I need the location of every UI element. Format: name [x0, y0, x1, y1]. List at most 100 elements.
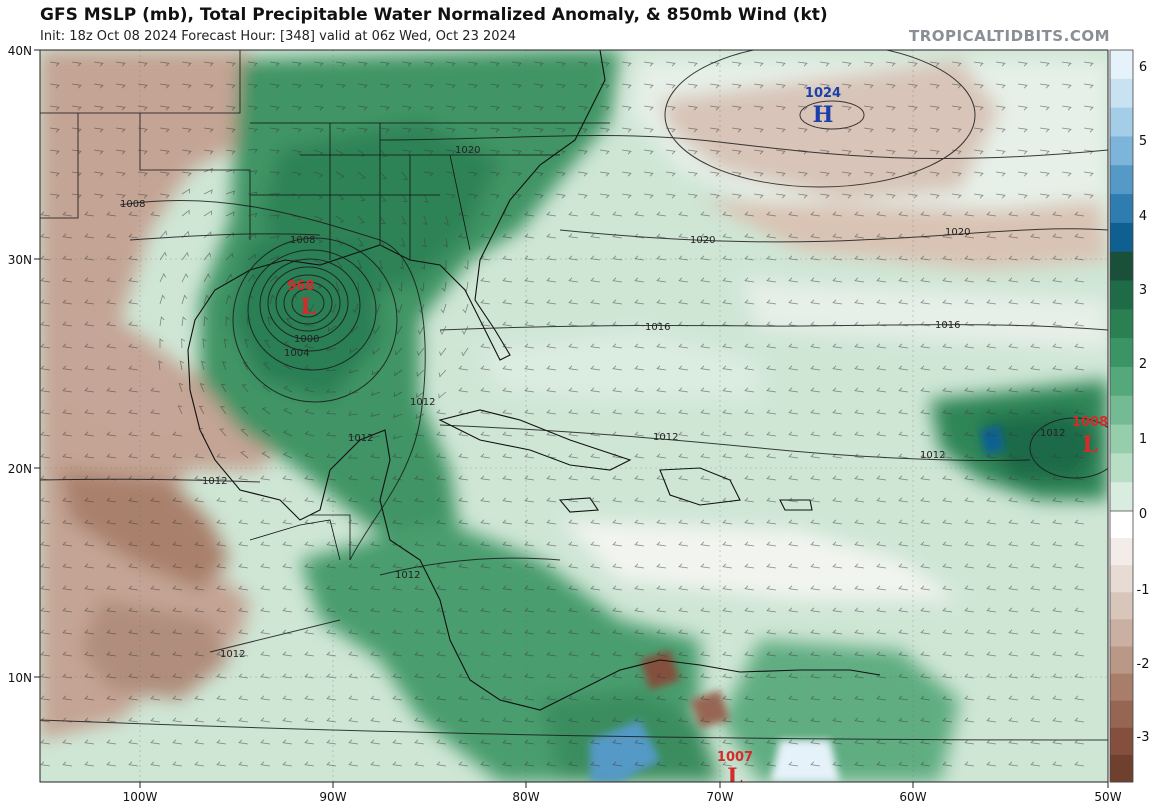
low-pressure-center-atlantic: 1008 L: [1072, 415, 1108, 458]
wind-barb: [590, 211, 601, 217]
wind-barb: [590, 541, 601, 547]
wind-barb: [678, 255, 689, 261]
wind-barb: [282, 429, 293, 437]
wind-barb: [854, 541, 865, 547]
wind-barb: [656, 277, 667, 283]
wind-barb: [326, 541, 337, 547]
wind-barb: [511, 171, 522, 177]
low-pressure-value: 1007: [717, 750, 753, 765]
wind-barb: [62, 585, 73, 591]
wind-barb: [665, 105, 676, 111]
wind-barb: [194, 519, 205, 525]
wind-barb: [225, 211, 235, 217]
wind-barb: [766, 431, 777, 437]
wind-barb: [392, 717, 403, 723]
wind-barb: [876, 607, 887, 613]
wind-barb: [128, 563, 139, 569]
wind-barb: [722, 519, 733, 525]
wind-barb: [678, 695, 689, 701]
wind-barb: [502, 651, 513, 657]
wind-barb: [876, 365, 887, 371]
wind-barb: [920, 233, 931, 239]
wind-barb: [467, 193, 478, 199]
wind-barb: [348, 519, 359, 525]
isobar-label: 1012: [220, 649, 245, 660]
wind-barb: [1008, 409, 1019, 415]
pwat-high-spots: [590, 425, 1005, 782]
wind-barb: [372, 347, 381, 355]
wind-barb: [84, 607, 95, 613]
wind-barb: [423, 149, 434, 155]
wind-barb: [172, 519, 183, 525]
wind-barb: [194, 497, 205, 503]
isobar-label: 1008: [120, 199, 145, 210]
wind-barb: [414, 453, 425, 459]
wind-barb: [678, 475, 689, 481]
wind-barb: [373, 325, 381, 335]
wind-barb: [40, 761, 51, 767]
wind-barb: [62, 409, 73, 415]
isobars: [40, 50, 1108, 741]
wind-barb: [568, 475, 579, 481]
wind-barb: [942, 717, 953, 723]
wind-barb: [216, 541, 227, 547]
wind-barb: [832, 497, 843, 503]
wind-barb: [216, 497, 227, 503]
colorbar-swatch: [1110, 619, 1133, 647]
wind-barb: [775, 83, 786, 89]
wind-barb: [106, 321, 117, 327]
wind-barb: [313, 127, 324, 133]
wind-barb: [577, 127, 588, 133]
wind-barb: [282, 673, 293, 679]
wind-barb: [709, 83, 720, 89]
wind-barb: [656, 299, 667, 305]
wind-barb: [621, 61, 632, 67]
wind-barb: [458, 673, 469, 679]
wind-barb: [84, 475, 95, 481]
wind-barb: [788, 277, 799, 283]
wind-barb: [378, 259, 383, 270]
wind-barb: [247, 148, 258, 153]
wind-barb: [394, 347, 403, 356]
wind-barb: [986, 717, 997, 723]
wind-barb: [1061, 105, 1072, 111]
wind-barb: [335, 171, 345, 179]
wind-barb: [414, 431, 425, 437]
wind-barb: [223, 338, 228, 349]
wind-barb: [172, 497, 183, 503]
wind-barb: [62, 475, 73, 481]
wind-barb: [568, 739, 579, 745]
wind-barb: [106, 541, 117, 547]
wind-barb: [634, 695, 645, 701]
wind-barb: [854, 497, 865, 503]
wind-barb: [709, 105, 720, 111]
wind-barb: [1052, 453, 1063, 459]
wind-barb: [150, 739, 161, 745]
wind-barb: [546, 365, 557, 371]
wind-barb: [819, 61, 830, 67]
wind-barb: [216, 651, 227, 657]
wind-barb: [511, 83, 522, 89]
isobar-label: 1004: [284, 348, 309, 359]
wind-barb: [106, 563, 117, 569]
wind-barb: [832, 673, 843, 679]
wind-barb: [480, 673, 491, 679]
wind-barb: [920, 321, 931, 327]
wind-barb: [392, 585, 403, 591]
wind-barb: [700, 387, 711, 393]
wind-barb: [1052, 761, 1063, 767]
wind-barb: [920, 211, 931, 217]
wind-barb: [225, 105, 236, 111]
wind-barb: [854, 321, 865, 327]
wind-barb: [1030, 431, 1041, 437]
wind-barb: [832, 365, 843, 371]
source-watermark: TROPICALTIDBITS.COM: [909, 27, 1110, 45]
wind-barb: [159, 171, 170, 177]
colorbar-label: -1: [1137, 583, 1150, 598]
wind-barb: [920, 739, 931, 745]
wind-barb: [502, 497, 513, 503]
wind-barb: [1039, 171, 1050, 177]
wind-barb: [414, 475, 425, 481]
wind-barb: [480, 541, 491, 547]
wind-barb: [524, 497, 535, 503]
